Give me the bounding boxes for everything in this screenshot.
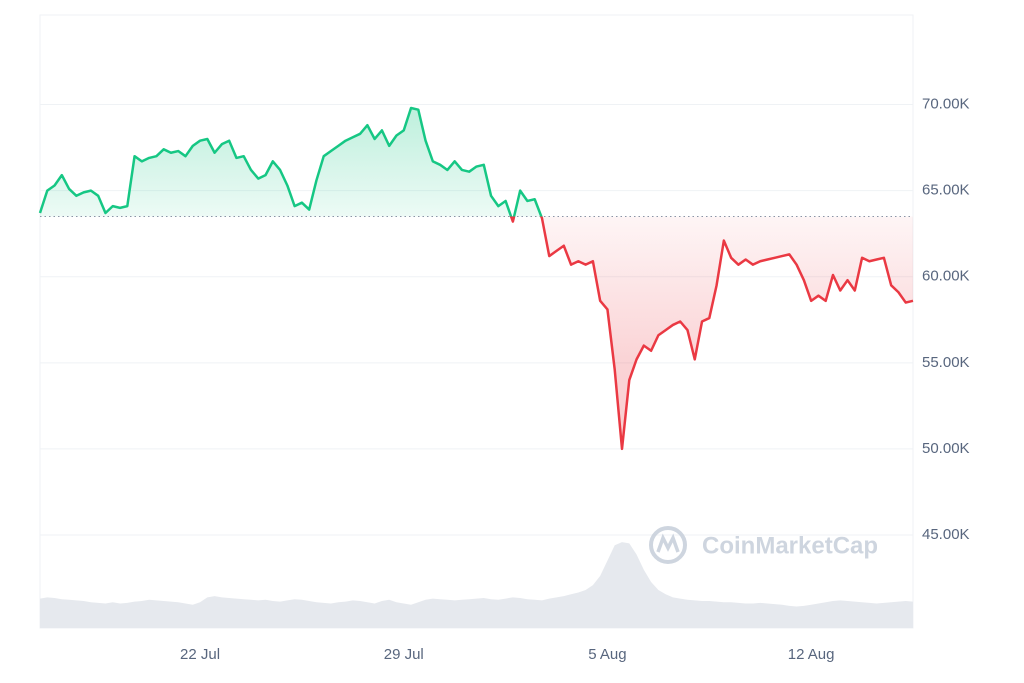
y-tick-label: 50.00K bbox=[922, 440, 970, 457]
x-tick-label: 12 Aug bbox=[788, 646, 835, 663]
watermark-logo-mark bbox=[656, 533, 680, 553]
baseline-fill bbox=[40, 107, 913, 449]
x-tick-label: 22 Jul bbox=[180, 646, 220, 663]
volume-layer bbox=[40, 542, 913, 628]
volume-area bbox=[40, 542, 913, 628]
y-tick-label: 60.00K bbox=[922, 268, 970, 285]
watermark: CoinMarketCap bbox=[649, 526, 878, 564]
y-tick-label: 65.00K bbox=[922, 182, 970, 199]
watermark-text: CoinMarketCap bbox=[702, 532, 878, 559]
y-tick-label: 45.00K bbox=[922, 526, 970, 543]
watermark-logo bbox=[649, 526, 687, 564]
y-tick-label: 70.00K bbox=[922, 96, 970, 113]
y-tick-label: 55.00K bbox=[922, 354, 970, 371]
plot-layer bbox=[38, 106, 914, 451]
price-line bbox=[38, 106, 914, 451]
x-tick-label: 5 Aug bbox=[588, 646, 626, 663]
labels-layer: 45.00K 50.00K 55.00K 60.00K 65.00K 70.00K 22 J… bbox=[180, 96, 970, 663]
x-tick-label: 29 Jul bbox=[384, 646, 424, 663]
